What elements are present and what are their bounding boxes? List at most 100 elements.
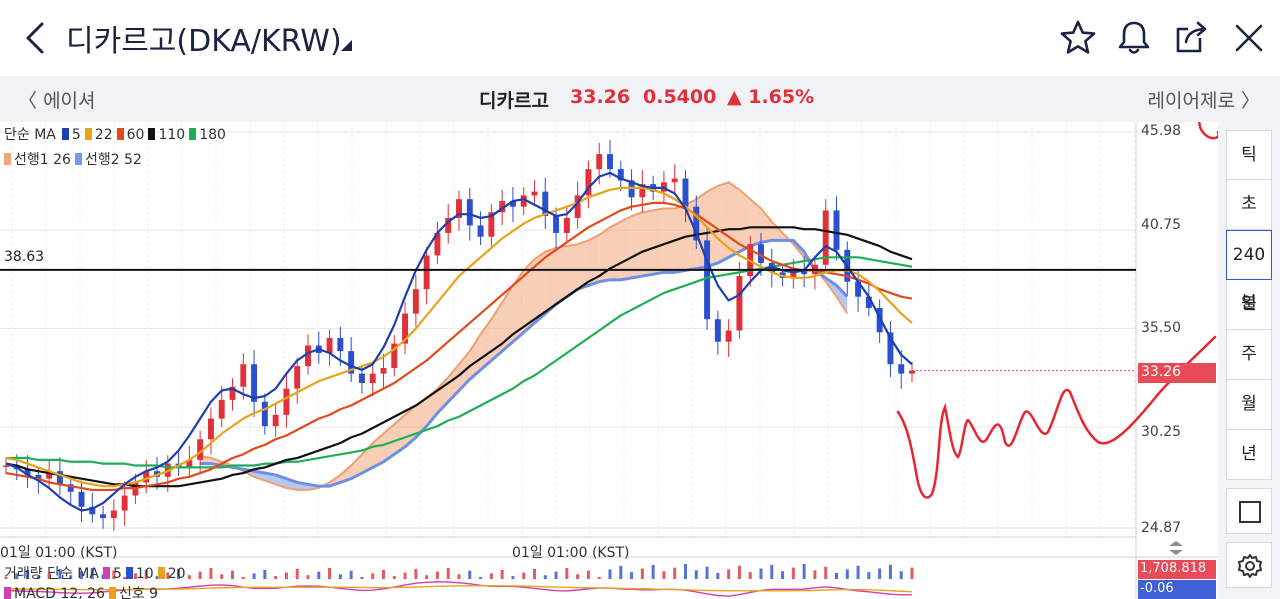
candle-body: [531, 191, 538, 196]
volume-bar: [576, 574, 580, 579]
volume-bar: [371, 573, 375, 579]
chart-canvas[interactable]: [0, 122, 1218, 599]
volume-bar: [133, 573, 137, 579]
candle-body: [520, 195, 527, 207]
candle-body: [639, 184, 646, 198]
candle-body: [391, 343, 398, 368]
horizontal-line-label: 38.63: [4, 249, 45, 265]
star-icon[interactable]: [1058, 18, 1098, 58]
volume-bar: [684, 564, 687, 579]
volume-bar: [835, 573, 838, 579]
candle-body: [887, 332, 894, 365]
volume-bar: [4, 577, 8, 579]
ichimoku-cloud-segment: [372, 433, 384, 468]
volume-bar: [727, 569, 731, 579]
chevron-left-icon: 〈: [18, 90, 38, 112]
candle-body: [553, 216, 560, 233]
volume-bar: [338, 574, 342, 579]
chevron-right-icon: 〉: [1240, 90, 1260, 112]
volume-bar: [231, 570, 234, 579]
bell-icon[interactable]: [1114, 18, 1154, 58]
ichimoku-cloud-segment: [394, 414, 406, 455]
ichimoku-cloud-segment: [545, 247, 557, 314]
candle-body: [326, 337, 333, 353]
volume-bar: [112, 570, 116, 579]
candle-body: [24, 469, 31, 475]
back-chevron-icon[interactable]: [18, 18, 54, 58]
volume-bar: [446, 568, 450, 579]
volume-bar: [824, 566, 828, 579]
candle-body: [121, 495, 128, 511]
candle-body: [833, 210, 840, 250]
volume-bar: [47, 572, 51, 579]
candle-body: [488, 212, 495, 237]
candle-body: [671, 178, 678, 183]
price-chart[interactable]: 단순 MA 5 22 60 110 180 선행1 26 선행2 52 38.63 45.9…: [0, 122, 1218, 599]
timeframe-year[interactable]: 년: [1226, 430, 1272, 480]
candle-body: [822, 210, 829, 265]
ichimoku-cloud-segment: [631, 212, 643, 278]
title-dropdown-caret-icon[interactable]: [341, 40, 352, 51]
timeframe-week[interactable]: 주: [1226, 330, 1272, 380]
volume-bar: [284, 572, 288, 579]
candle-body: [617, 169, 624, 181]
volume-bar: [263, 569, 267, 579]
volume-bar: [533, 568, 536, 579]
page-title[interactable]: 디카르고(DKA/KRW): [66, 24, 342, 59]
leading-span-2-line: [200, 238, 849, 488]
volume-bar: [705, 566, 709, 579]
prev-coin-link[interactable]: 〈 에이셔: [18, 90, 96, 112]
volume-bar: [845, 569, 849, 579]
candle-body: [607, 154, 613, 170]
volume-bar: [586, 570, 590, 579]
candle-body: [876, 307, 883, 333]
volume-bar: [360, 577, 364, 579]
fullscreen-button[interactable]: [1226, 488, 1272, 534]
candle-body: [261, 401, 268, 427]
ticker-change: 0.5400: [643, 86, 717, 108]
header-bar: 디카르고(DKA/KRW): [0, 0, 1280, 76]
ichimoku-cloud-segment: [836, 285, 848, 314]
next-coin-link[interactable]: 레이어제로 〉: [1147, 90, 1260, 112]
candle-body: [477, 225, 484, 237]
panel-resize-grip-icon[interactable]: [1167, 541, 1185, 555]
volume-bar: [899, 571, 903, 579]
candle-body: [855, 281, 862, 297]
settings-button[interactable]: [1226, 542, 1272, 588]
timeframe-month[interactable]: 월: [1226, 380, 1272, 430]
timeframe-second[interactable]: 초: [1226, 180, 1272, 230]
timeframe-day[interactable]: 일: [1226, 280, 1272, 330]
candle-body: [46, 471, 53, 479]
volume-bar: [748, 572, 752, 579]
volume-bar: [791, 567, 795, 579]
ma110-line: [5, 226, 913, 488]
volume-bar: [522, 572, 526, 579]
volume-bar: [716, 573, 720, 579]
candle-body: [218, 399, 225, 419]
candle-body: [693, 206, 700, 241]
volume-bar: [36, 576, 40, 579]
volume-bar: [511, 576, 515, 579]
candle-body: [207, 418, 214, 440]
candle-body: [100, 514, 107, 519]
ichimoku-cloud-segment: [426, 388, 438, 427]
candle-body: [445, 217, 452, 233]
ichimoku-cloud-segment: [610, 221, 621, 280]
close-icon[interactable]: [1229, 18, 1269, 58]
share-icon[interactable]: [1172, 18, 1212, 58]
ichimoku-cloud-segment: [469, 334, 481, 380]
volume-bar: [479, 577, 483, 579]
ichimoku-cloud-segment: [523, 259, 535, 333]
candle-body: [542, 191, 549, 217]
volume-bar: [619, 565, 623, 579]
ichimoku-cloud-segment: [588, 234, 600, 286]
ma180-line: [6, 256, 913, 469]
candle-body: [272, 414, 279, 427]
timeframe-240min[interactable]: 240분: [1226, 230, 1272, 313]
ticker-name: 디카르고: [479, 90, 549, 112]
timeframe-tick[interactable]: 틱: [1226, 130, 1272, 180]
ticker-price: 33.26: [570, 86, 631, 108]
candle-body: [380, 367, 387, 374]
y-tick: 24.87: [1141, 520, 1182, 536]
handdrawn-annotation-stroke: [896, 335, 1217, 499]
